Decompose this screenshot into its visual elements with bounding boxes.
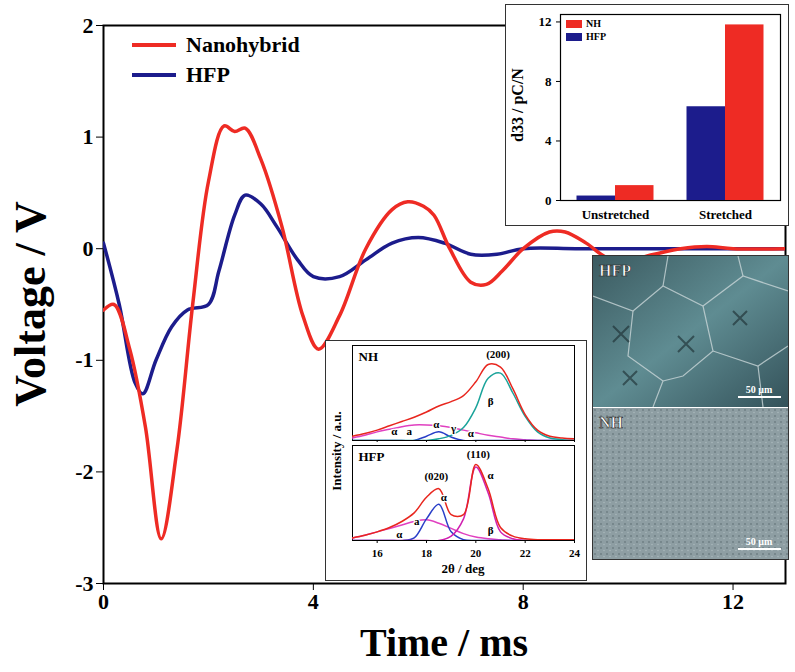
- svg-text:-3: -3: [75, 571, 93, 596]
- svg-text:(110): (110): [467, 448, 491, 461]
- svg-text:50 μm: 50 μm: [746, 384, 773, 395]
- svg-text:-1: -1: [75, 347, 93, 372]
- svg-text:γ: γ: [450, 422, 456, 434]
- svg-text:8: 8: [545, 74, 552, 89]
- svg-text:50 μm: 50 μm: [746, 536, 773, 547]
- svg-text:β: β: [488, 524, 494, 536]
- svg-text:(020): (020): [424, 470, 448, 483]
- svg-text:12: 12: [722, 589, 744, 614]
- svg-text:8: 8: [518, 589, 529, 614]
- svg-text:1: 1: [83, 124, 94, 149]
- svg-text:20: 20: [470, 547, 482, 559]
- html-text:NH: NH: [586, 18, 601, 29]
- svg-text:2: 2: [83, 13, 94, 38]
- html-text:Time / ms: Time / ms: [359, 619, 529, 665]
- html-text:Nanohybrid: Nanohybrid: [186, 32, 300, 57]
- html-text:d33 / pC/N: d33 / pC/N: [509, 68, 526, 142]
- svg-text:24: 24: [569, 547, 581, 559]
- svg-text:β: β: [488, 395, 494, 407]
- svg-text:18: 18: [421, 547, 433, 559]
- svg-text:α: α: [396, 528, 403, 540]
- svg-text:HFP: HFP: [599, 262, 631, 279]
- html-text:HFP: HFP: [586, 31, 606, 42]
- svg-text:α: α: [468, 427, 475, 439]
- svg-text:a: a: [414, 515, 420, 527]
- svg-text:(200): (200): [486, 348, 510, 361]
- html-text:Voltage / V: Voltage / V: [5, 201, 55, 407]
- svg-text:0: 0: [98, 589, 109, 614]
- svg-text:α: α: [433, 418, 440, 430]
- svg-text:0: 0: [83, 236, 94, 261]
- svg-text:NH: NH: [599, 414, 624, 431]
- svg-text:4: 4: [545, 133, 552, 148]
- svg-text:HFP: HFP: [359, 449, 385, 464]
- svg-text:α: α: [441, 491, 448, 503]
- svg-text:Stretched: Stretched: [699, 207, 753, 222]
- svg-text:-2: -2: [75, 459, 93, 484]
- svg-text:16: 16: [372, 547, 384, 559]
- svg-text:α: α: [391, 425, 398, 437]
- svg-text:22: 22: [520, 547, 532, 559]
- svg-text:4: 4: [308, 589, 319, 614]
- html-text:2θ / deg: 2θ / deg: [441, 561, 485, 576]
- svg-text:NH: NH: [359, 349, 379, 364]
- html-text:HFP: HFP: [186, 62, 230, 87]
- svg-text:a: a: [406, 425, 412, 437]
- svg-text:12: 12: [539, 14, 552, 29]
- svg-text:0: 0: [545, 193, 552, 208]
- svg-text:α: α: [488, 469, 495, 481]
- svg-text:Unstretched: Unstretched: [582, 207, 650, 222]
- html-text:Intensity / a.u.: Intensity / a.u.: [329, 411, 344, 491]
